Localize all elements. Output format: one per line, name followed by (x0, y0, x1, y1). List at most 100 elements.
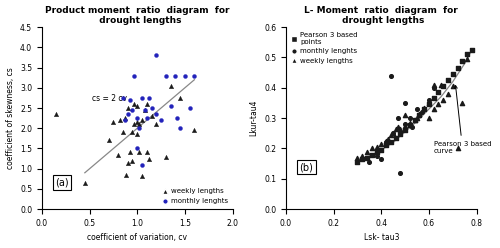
Point (128, 130, 136, 134)
Point (366, 160, 374, 164)
Point (439, 84, 447, 88)
Point (190, 74, 198, 78)
Point (152, 54, 160, 58)
Point (458, 59, 466, 63)
Point (387, 140, 395, 144)
Point (363, 150, 371, 154)
Point (124, 112, 132, 116)
Point (401, 128, 409, 132)
Y-axis label: coefficient of skewness, cs: coefficient of skewness, cs (6, 67, 15, 169)
Text: (b): (b) (300, 162, 313, 172)
Legend: weekly lengths, monthly lenghts: weekly lengths, monthly lenghts (160, 187, 229, 206)
Point (128, 159, 136, 163)
Point (401, 124, 409, 128)
Legend: Pearson 3 based
points, monthly lenghts, weekly lengths: Pearson 3 based points, monthly lenghts,… (290, 31, 359, 65)
Point (401, 122, 409, 126)
Point (413, 107, 421, 111)
Point (130, 122, 138, 126)
Point (144, 157, 152, 161)
Point (372, 150, 380, 154)
Point (449, 72, 457, 76)
Point (378, 142, 386, 146)
Point (143, 116, 151, 120)
Point (396, 132, 404, 136)
Point (425, 101, 433, 105)
Point (394, 125, 402, 129)
Point (119, 96, 127, 100)
Point (152, 112, 160, 116)
Point (406, 121, 414, 125)
Point (135, 126, 143, 130)
Point (401, 101, 409, 105)
Point (420, 106, 428, 110)
Point (116, 118, 124, 122)
Point (114, 153, 122, 156)
Point (121, 116, 129, 120)
Point (138, 118, 146, 122)
Point (173, 116, 181, 120)
Point (124, 106, 132, 110)
Point (425, 102, 433, 106)
Y-axis label: Lkur-tau4: Lkur-tau4 (250, 100, 258, 136)
Point (430, 86, 438, 90)
Text: (a): (a) (56, 178, 69, 187)
Point (148, 114, 156, 118)
Point (135, 122, 143, 126)
Point (358, 157, 366, 161)
Point (181, 74, 189, 78)
Point (133, 147, 141, 151)
Point (463, 52, 471, 56)
Point (166, 104, 174, 108)
Point (458, 101, 466, 105)
Point (138, 163, 146, 167)
Point (141, 108, 149, 112)
Point (135, 150, 143, 154)
Point (143, 102, 151, 106)
Point (384, 137, 392, 141)
Point (130, 102, 138, 106)
Point (434, 102, 442, 106)
Point (368, 153, 376, 156)
Point (138, 174, 146, 178)
Point (416, 113, 424, 117)
Point (425, 98, 433, 102)
Point (468, 48, 476, 52)
Point (176, 126, 184, 130)
Point (186, 106, 194, 110)
Point (133, 132, 141, 136)
Point (410, 118, 418, 122)
Point (396, 171, 404, 175)
Point (372, 145, 380, 149)
Point (354, 160, 362, 164)
Point (449, 84, 457, 88)
Point (157, 118, 165, 122)
Text: cs = 2 cv: cs = 2 cv (92, 94, 126, 103)
Point (382, 140, 390, 144)
Point (454, 66, 462, 70)
Point (133, 120, 141, 124)
Point (454, 147, 462, 151)
Point (434, 90, 442, 94)
Point (418, 110, 426, 114)
Point (425, 116, 433, 120)
Point (413, 116, 421, 120)
Point (363, 155, 371, 159)
Point (104, 138, 112, 142)
Point (130, 74, 138, 78)
Point (410, 118, 418, 122)
Point (138, 96, 146, 100)
Point (128, 108, 136, 112)
Point (162, 155, 170, 158)
Point (354, 155, 362, 159)
Title: L- Moment  ratio  diagram  for
 drought lengths: L- Moment ratio diagram for drought leng… (304, 5, 458, 25)
Point (430, 107, 438, 111)
Point (394, 116, 402, 120)
Point (144, 96, 152, 100)
X-axis label: coefficient of variation, cv: coefficient of variation, cv (87, 233, 187, 243)
Point (176, 96, 184, 100)
Point (172, 74, 179, 78)
Point (389, 131, 397, 135)
Text: Pearson 3 based
curve: Pearson 3 based curve (434, 86, 491, 154)
Point (439, 98, 447, 102)
Point (408, 125, 416, 129)
